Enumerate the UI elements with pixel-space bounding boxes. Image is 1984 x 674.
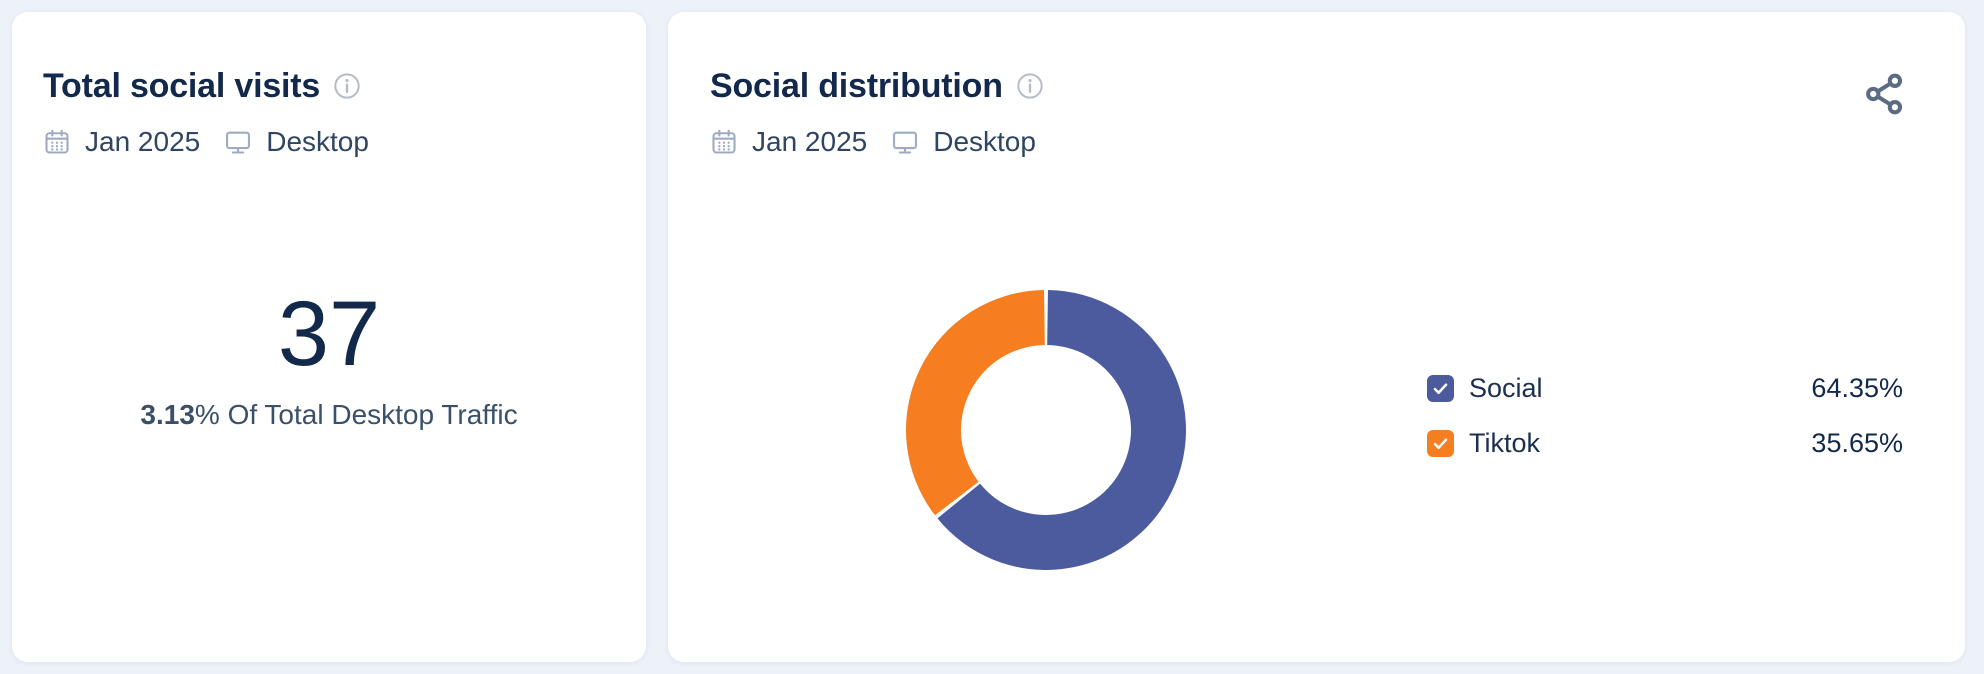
device-label: Desktop [266,126,369,157]
checked-checkbox-icon[interactable] [1427,429,1454,457]
info-icon[interactable] [1016,72,1044,100]
card-title: Social distribution [710,67,1003,105]
share-button[interactable] [1863,72,1907,116]
traffic-share-caption: % Of Total Desktop Traffic [194,399,518,430]
legend-value: 64.35% [1811,372,1903,403]
chart-legend: Social 64.35% Tiktok 35.65% [1427,372,1903,484]
total-visits-subtitle: 3.13% Of Total Desktop Traffic [12,398,646,432]
card-meta: Jan 2025 Desktop [710,126,1965,158]
calendar-icon [43,128,71,156]
legend-value: 35.65% [1811,427,1903,458]
info-icon[interactable] [333,72,361,100]
legend-item-social: Social 64.35% [1427,372,1903,403]
social-distribution-donut-chart [906,290,1186,570]
desktop-monitor-icon [891,128,919,156]
total-visits-stat: 37 3.13% Of Total Desktop Traffic [12,286,646,432]
donut-segment-tiktok[interactable] [906,290,1045,516]
checked-checkbox-icon[interactable] [1427,374,1454,402]
donut-chart-svg [906,290,1186,570]
date-range-label: Jan 2025 [85,126,201,157]
traffic-share-percent: 3.13 [140,399,195,430]
social-distribution-card: Social distribution Jan 2025 [668,12,1965,662]
device-label: Desktop [933,126,1036,157]
legend-item-tiktok: Tiktok 35.65% [1427,427,1903,458]
date-range-label: Jan 2025 [752,126,868,157]
legend-label: Social [1469,372,1543,403]
donut-segment-social[interactable] [937,290,1186,570]
legend-label: Tiktok [1469,427,1541,458]
card-meta: Jan 2025 Desktop [43,126,646,158]
total-visits-value: 37 [277,283,381,385]
calendar-icon [710,128,738,156]
total-social-visits-card: Total social visits Jan 2025 [12,12,646,662]
desktop-monitor-icon [224,128,252,156]
card-title: Total social visits [43,67,321,105]
